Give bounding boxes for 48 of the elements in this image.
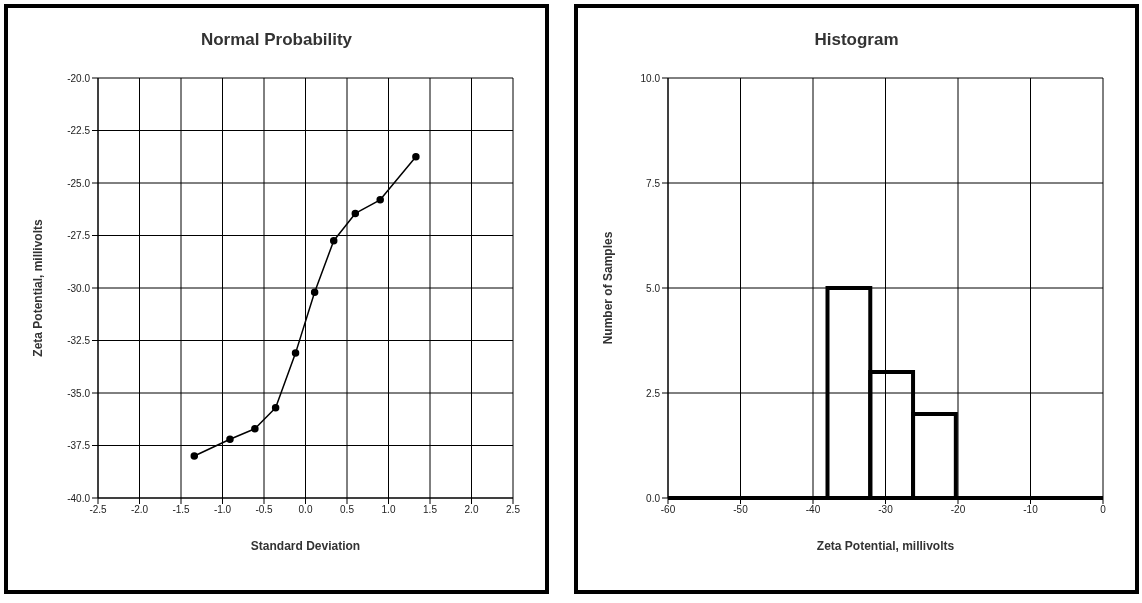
- x-tick-label: -10: [1023, 504, 1039, 516]
- y-tick-label: -37.5: [67, 440, 91, 452]
- x-tick-label: 2.5: [506, 504, 521, 516]
- x-axis-title: Zeta Potential, millivolts: [816, 539, 955, 553]
- chart-title: Histogram: [813, 30, 900, 50]
- y-tick-label: -20.0: [67, 72, 91, 84]
- point: [412, 153, 420, 161]
- x-tick-label: -40: [805, 504, 821, 516]
- x-tick-label: -2.0: [130, 504, 149, 516]
- y-tick-label: 7.5: [646, 177, 661, 189]
- y-tick-label: -22.5: [67, 125, 91, 137]
- x-tick-label: 2.0: [464, 504, 479, 516]
- y-tick-label: -25.0: [67, 177, 91, 189]
- x-tick-label: -60: [660, 504, 676, 516]
- point: [310, 288, 319, 296]
- y-tick-label: 10.0: [640, 72, 661, 84]
- point: [190, 452, 199, 460]
- x-tick-label: -0.5: [255, 504, 274, 516]
- x-tick-label: -1.0: [213, 504, 232, 516]
- x-tick-label: 1.5: [423, 504, 438, 516]
- y-tick-label: -30.0: [67, 282, 91, 294]
- point: [271, 403, 280, 412]
- point: [226, 435, 234, 443]
- y-tick-label: -32.5: [67, 335, 91, 347]
- x-tick-label: 1.0: [381, 504, 396, 516]
- y-tick-label: -35.0: [67, 387, 91, 399]
- point: [329, 237, 338, 245]
- point: [291, 349, 300, 357]
- x-tick-label: -2.5: [89, 504, 108, 516]
- x-axis-title: Standard Deviation: [250, 539, 361, 553]
- x-tick-label: 0.0: [298, 504, 313, 516]
- point: [251, 424, 259, 433]
- y-axis-title: Zeta Potential, millivolts: [31, 219, 46, 357]
- x-tick-label: -30: [878, 504, 894, 516]
- x-tick-label: 0.5: [340, 504, 355, 516]
- x-tick-label: 0: [1100, 504, 1107, 516]
- x-tick-label: -1.5: [172, 504, 191, 516]
- x-tick-label: -20: [950, 504, 966, 516]
- point: [376, 196, 384, 204]
- y-tick-label: 0.0: [646, 492, 661, 504]
- point: [351, 209, 360, 218]
- y-tick-label: 5.0: [646, 282, 661, 294]
- y-tick-label: 2.5: [646, 387, 661, 399]
- y-axis-title: Number of Samples: [601, 231, 616, 345]
- y-tick-label: -27.5: [67, 230, 91, 242]
- x-tick-label: -50: [733, 504, 749, 516]
- y-tick-label: -40.0: [67, 492, 91, 504]
- chart-title: Normal Probability: [199, 30, 354, 50]
